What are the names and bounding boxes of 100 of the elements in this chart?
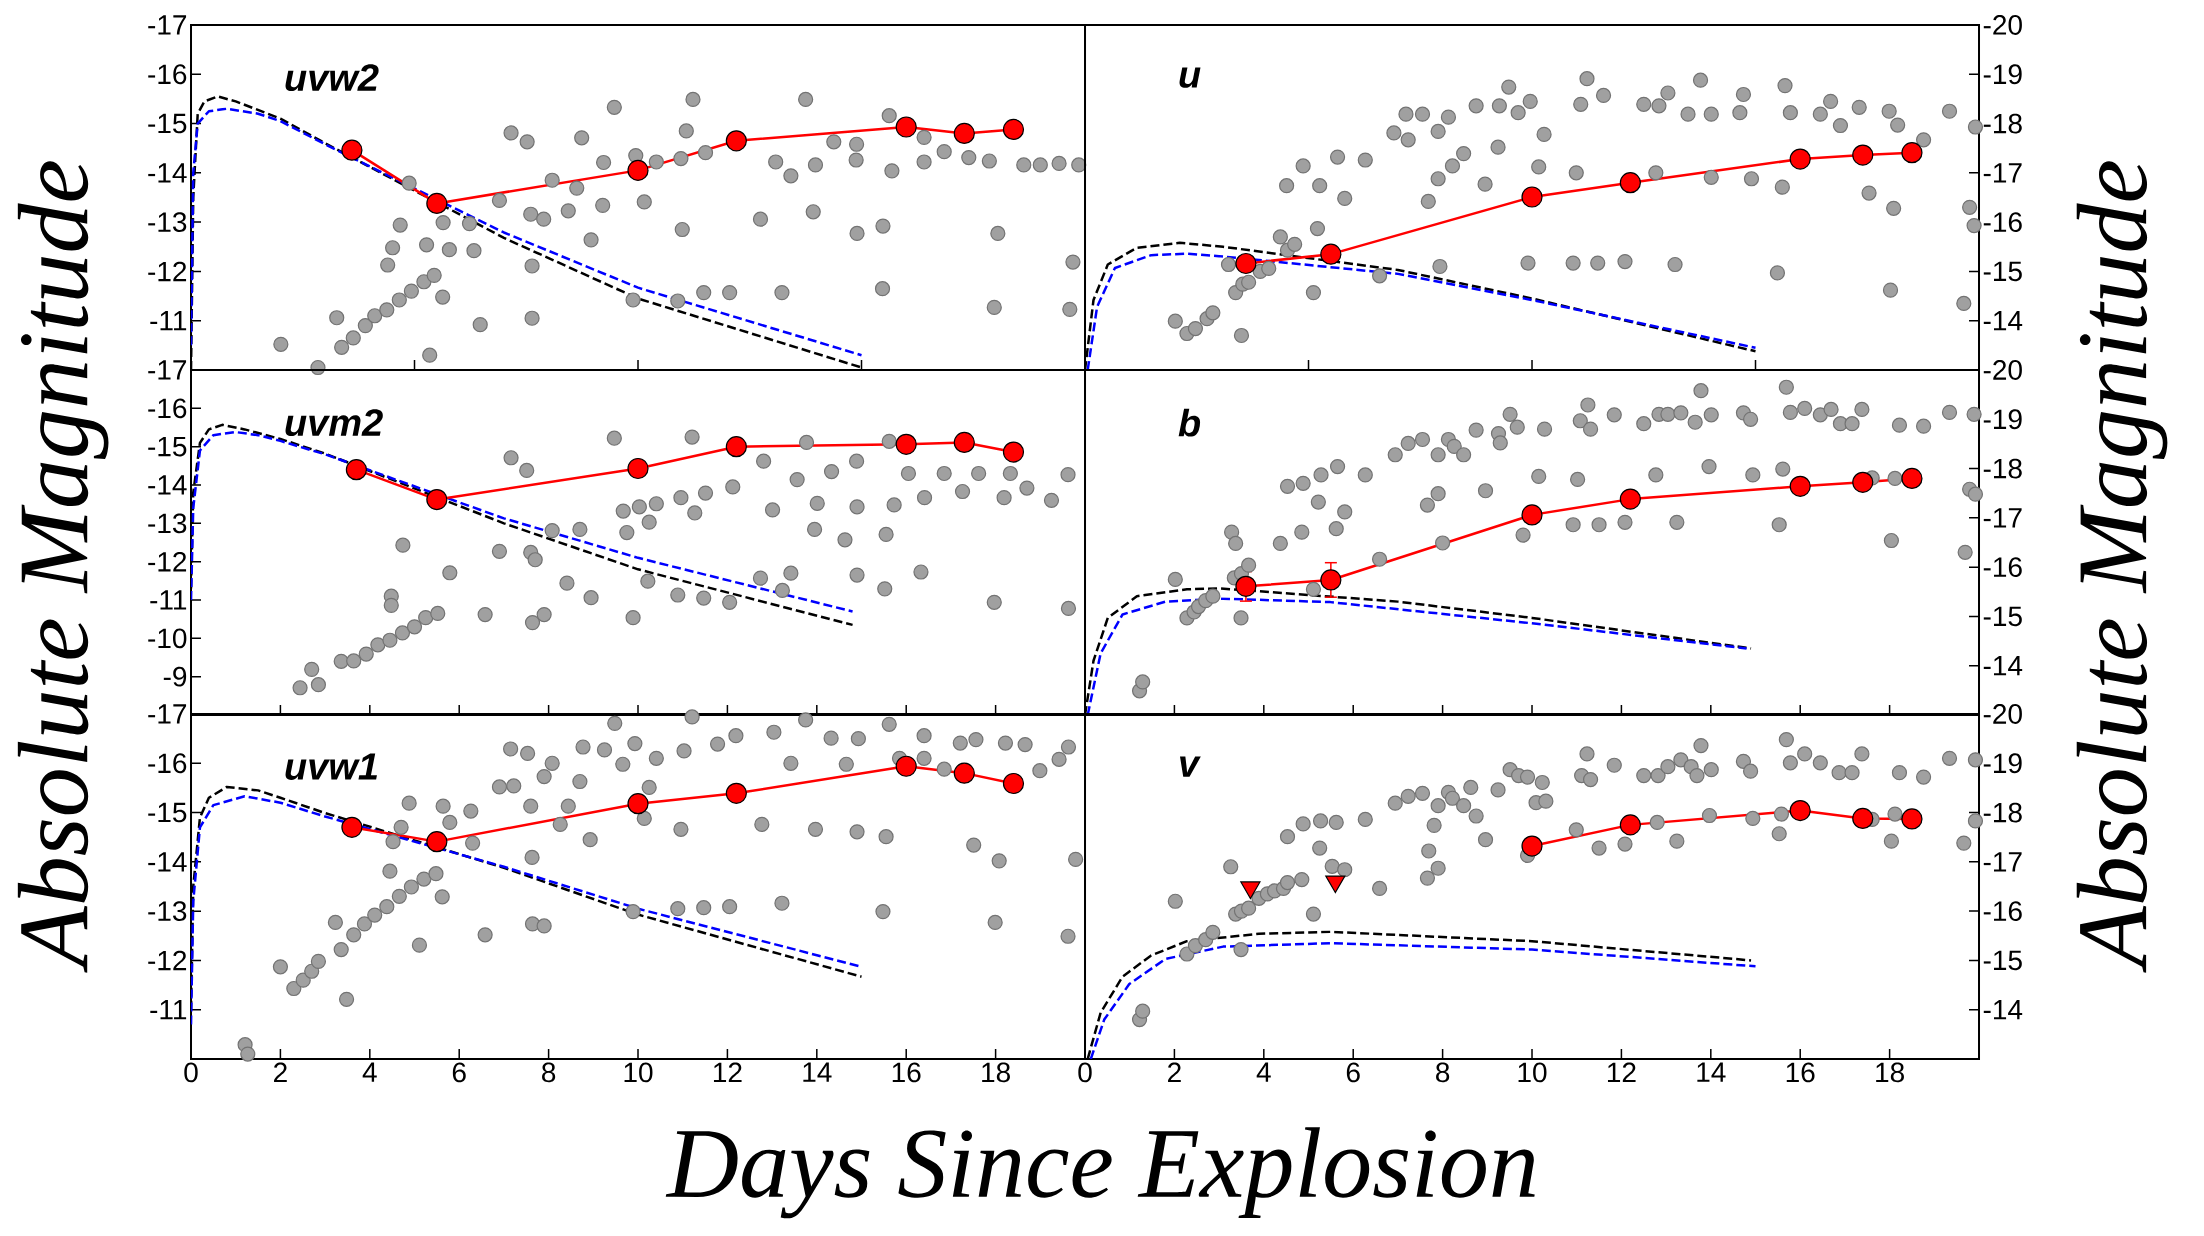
y-tick-label: -12 [148,551,187,572]
x-tick-label: 10 [624,1062,653,1083]
y-tick-label: -16 [1983,212,2022,233]
y-tick-label: -12 [148,950,187,971]
point [426,192,448,214]
point [1235,575,1257,597]
text: v [1179,756,1201,777]
y-tick-label: -18 [1983,113,2022,134]
y-tick-label: -12 [148,261,187,282]
y-tick-label: -20 [1983,360,2022,380]
y-tick-label: -17 [148,704,187,724]
point [895,755,917,777]
y-tick-label: -13 [148,513,187,534]
y-axis-title: Absolute Magnitude [17,161,109,973]
point [725,782,747,804]
x-tick-label: 2 [1168,1062,1181,1083]
point [1521,504,1543,526]
y-tick-label: -16 [148,753,187,774]
point [426,831,448,853]
point [1002,118,1025,141]
x-tick-label: 12 [713,1062,742,1083]
text: u [1179,67,1201,88]
point [1901,142,1923,164]
y-tick-label: -19 [1983,753,2022,774]
y-tick-label: -18 [1983,802,2022,823]
point [1852,471,1874,493]
point [1235,252,1257,275]
x-tick-label: 6 [452,1062,466,1083]
x-axis-title: Days Since Explosion [665,1127,1535,1219]
x-tick-label: 0 [184,1062,198,1083]
point [426,488,448,511]
x-tick-label: 2 [274,1062,287,1083]
y-tick-label: -15 [148,113,187,134]
x-tick-label: 6 [1346,1062,1360,1083]
point [1789,475,1811,497]
x-tick-label: 4 [1256,1062,1271,1082]
x-tick-label: 18 [982,1062,1010,1083]
x-tick-label: 10 [1518,1062,1547,1083]
point [1320,243,1342,265]
point [953,122,975,145]
point [895,116,917,138]
y-tick-label: -20 [1983,704,2022,724]
x-tick-label: 14 [803,1062,832,1082]
x-tick-label: 8 [542,1062,556,1083]
x-tick-label: 14 [1697,1062,1726,1082]
y-tick-label: -17 [1983,163,2022,183]
point [953,431,975,454]
y-tick-label: -16 [148,398,187,419]
point [725,436,747,458]
y-tick-label: -15 [1983,261,2022,282]
y-tick-label: -20 [1983,15,2022,35]
y-tick-label: -15 [148,802,187,823]
y-tick-label: -17 [1983,852,2022,872]
y-tick-label: -16 [1983,557,2022,578]
x-tick-label: 8 [1436,1062,1450,1083]
point [953,762,975,784]
point [345,459,367,481]
point [895,433,917,455]
y-tick-label: -14 [1983,311,2023,331]
y-tick-label: -10 [148,628,187,649]
point [1789,148,1811,170]
text: uvw2 [285,64,379,92]
point [1619,488,1641,510]
point [627,159,649,181]
y-tick-label: -16 [1983,901,2022,922]
x-tick-label: 18 [1876,1062,1904,1083]
text: b [1178,408,1201,437]
point [1852,144,1874,166]
y-tick-label: -11 [150,1000,187,1020]
y-tick-label: -14 [148,475,187,495]
x-tick-label: 16 [892,1062,921,1083]
y-tick-label: -13 [148,212,187,233]
point [1521,186,1543,208]
y-tick-label: -19 [1983,64,2022,85]
point [1002,441,1025,463]
y-tick-label: -17 [1983,508,2022,528]
text: uvm2 [285,409,383,437]
point [1320,569,1342,591]
y-tick-label: -11 [150,590,187,610]
point [1619,172,1641,194]
y-tick-label: -17 [148,360,187,380]
y-tick-label: -14 [148,852,187,872]
x-tick-label: 16 [1786,1062,1815,1083]
x-tick-label: 12 [1607,1062,1636,1083]
point [341,139,363,161]
y-tick-label: -17 [148,15,187,35]
y-tick-label: -14 [1983,656,2023,676]
y-tick-label: -13 [148,901,187,922]
y-tick-label: -15 [1983,950,2022,971]
y-tick-label: -14 [148,163,187,183]
x-tick-label: 0 [1078,1062,1092,1083]
point [627,793,649,815]
point [1002,772,1025,795]
x-tick-label: 4 [362,1062,377,1082]
y-axis-title: Absolute Magnitude [2076,161,2168,973]
y-tick-label: -9 [163,666,187,687]
y-tick-label: -14 [1983,1000,2023,1020]
y-tick-label: -18 [1983,458,2022,479]
point [341,816,363,838]
y-tick-label: -19 [1983,409,2022,430]
